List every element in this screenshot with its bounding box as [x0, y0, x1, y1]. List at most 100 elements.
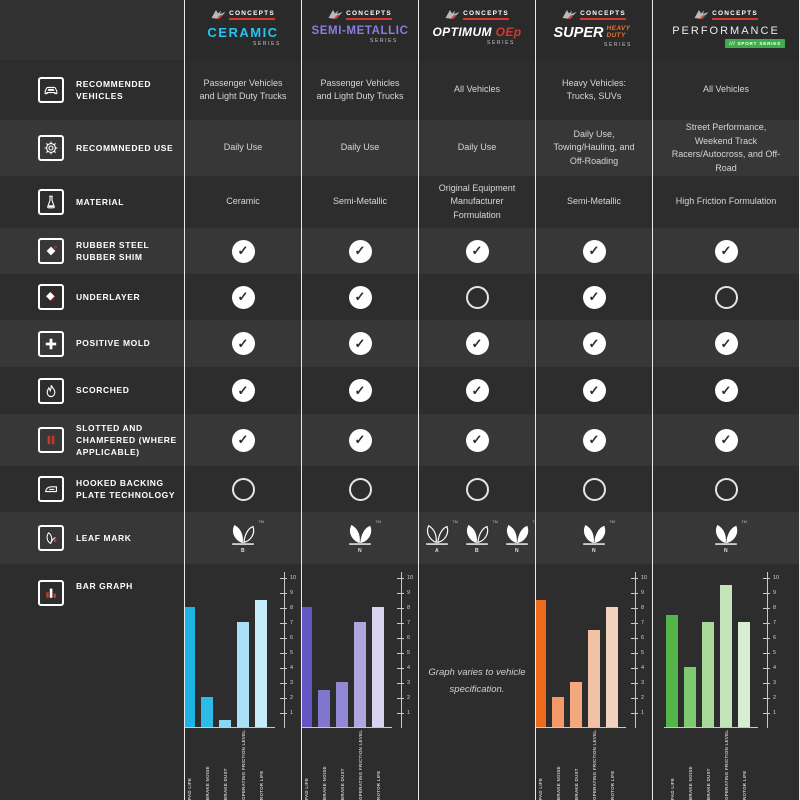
car-icon — [38, 77, 64, 103]
r1-eagle-icon — [328, 10, 343, 19]
check-icon: ✓ — [231, 239, 255, 263]
cell-text: High Friction Formulation — [675, 196, 777, 207]
tm-mark: TM — [258, 519, 264, 524]
y-tick: 1 — [763, 710, 776, 716]
check-icon: ✓ — [465, 379, 489, 402]
cell-text: Daily Use — [223, 142, 263, 153]
leaf-mark-b: TM B — [228, 519, 264, 554]
leaf-mark-letter: N — [514, 548, 520, 554]
row-label-text: UNDERLAYER — [76, 291, 141, 302]
cell-ceramic-recommneded-use: Daily Use — [184, 120, 301, 176]
cell-performance-recommended-vehicles: All Vehicles — [652, 60, 800, 120]
cell-text: Heavy Vehicles: Trucks, SUVs — [561, 77, 627, 102]
sport-series-badge: ///SPORT SERIES — [725, 39, 785, 48]
column-header-super-heavy-duty: CONCEPTS SUPER HEAVY DUTY SERIES — [535, 0, 652, 60]
y-tick: 7 — [763, 620, 776, 626]
cell-text: Semi-Metallic — [332, 196, 387, 207]
cell-semi-metallic-leaf-mark: TM N — [301, 512, 418, 564]
cell-semi-metallic-rubber-steel-rubber-shim: ✓ — [301, 228, 418, 274]
r1-concepts-logo: CONCEPTS — [694, 9, 758, 20]
row-label-rubber-steel-rubber-shim: RUBBER STEEL RUBBER SHIM — [0, 228, 184, 274]
series-sub: SERIES — [604, 42, 632, 48]
check-icon: ✓ — [582, 379, 606, 402]
y-tick: 9 — [631, 590, 644, 596]
row-label-positive-mold: POSITIVE MOLD — [0, 320, 184, 367]
bar-operating-friction-level — [353, 622, 366, 727]
leaf-mark-letter: A — [434, 548, 440, 554]
x-axis-label: PAD LIFE — [669, 777, 675, 800]
cell-text: Daily Use — [457, 142, 497, 153]
x-axis-label: OPERATING FRICTION LEVEL — [591, 729, 597, 800]
y-tick: 1 — [280, 710, 293, 716]
y-tick: 2 — [763, 695, 776, 701]
leaf-mark-a: TM A — [422, 519, 458, 554]
r1-eagle-icon — [694, 10, 709, 19]
check-icon: ✓ — [231, 332, 255, 355]
bar-chart-semi-metallic: PAD LIFE BRAKE NOISE BRAKE DUST OPERATING F… — [301, 564, 418, 800]
cell-optimum-oep-underlayer — [418, 274, 535, 320]
y-tick: 3 — [763, 680, 776, 686]
row-label-recommneded-use: RECOMMNEDED USE — [0, 120, 184, 176]
column-header-optimum-oep: CONCEPTS OPTIMUM OEp SERIES — [418, 0, 535, 60]
cell-ceramic-material: Ceramic — [184, 176, 301, 228]
cell-optimum-oep-recommneded-use: Daily Use — [418, 120, 535, 176]
brand-underline — [346, 17, 392, 20]
series-sub: SERIES — [487, 40, 515, 46]
cell-ceramic-hooked-backing-plate-technology — [184, 466, 301, 512]
gear-icon — [38, 135, 64, 161]
x-axis-label: OPERATING FRICTION LEVEL — [723, 729, 729, 800]
leaf-mark-letter: B — [240, 548, 246, 554]
bar-brake-dust — [218, 719, 231, 727]
y-tick: 10 — [763, 575, 779, 581]
row-label-text: RECOMMENDED VEHICLES — [76, 78, 152, 101]
check-icon: ✓ — [582, 332, 606, 355]
bar-operating-friction-level — [236, 622, 249, 727]
row-label-text: SLOTTED AND CHAMFERED (WHERE APPLICABLE) — [76, 422, 177, 458]
x-axis-label: BRAKE NOISE — [321, 766, 327, 800]
cell-optimum-oep-recommended-vehicles: All Vehicles — [418, 60, 535, 120]
bar-rotor-life — [254, 599, 267, 727]
chart-note: Graph varies to vehicle specification. — [428, 667, 526, 695]
y-tick: 2 — [397, 695, 410, 701]
leaf-mark-b: TM B — [462, 519, 498, 554]
row-label-text: RECOMMNEDED USE — [76, 142, 174, 153]
row-label-recommended-vehicles: RECOMMENDED VEHICLES — [0, 60, 184, 120]
leaf-mark-letter: B — [474, 548, 480, 554]
y-tick: 9 — [763, 590, 776, 596]
y-tick: 4 — [397, 665, 410, 671]
check-icon: ✓ — [465, 332, 489, 355]
empty-circle-icon — [348, 477, 372, 501]
bar-rotor-life — [371, 607, 384, 727]
cell-optimum-oep-leaf-mark: TM A TM B TM N — [418, 512, 535, 564]
brand-name: CONCEPTS — [580, 10, 626, 20]
cell-performance-hooked-backing-plate-technology — [652, 466, 800, 512]
check-icon: ✓ — [714, 428, 738, 452]
y-tick: 10 — [631, 575, 647, 581]
bar-brake-noise — [200, 697, 213, 727]
brand-underline — [463, 17, 509, 20]
leaf-mark-n: TM N — [502, 519, 535, 554]
check-icon: ✓ — [582, 428, 606, 452]
x-axis-label: ROTOR LIFE — [741, 770, 747, 800]
cell-semi-metallic-material: Semi-Metallic — [301, 176, 418, 228]
bar-brake-noise — [551, 697, 564, 727]
tm-mark: TM — [452, 519, 458, 524]
r1-concepts-logo: CONCEPTS — [328, 9, 392, 20]
cell-text: Passenger Vehicles and Light Duty Trucks — [199, 77, 287, 102]
cell-super-heavy-duty-underlayer: ✓ — [535, 274, 652, 320]
check-icon: ✓ — [714, 379, 738, 402]
column-header-ceramic: CONCEPTS CERAMIC SERIES — [184, 0, 301, 60]
column-header-performance: CONCEPTS PERFORMANCE ///SPORT SERIES — [652, 0, 800, 60]
check-icon: ✓ — [348, 332, 372, 355]
check-icon: ✓ — [714, 239, 738, 263]
cell-text: Original Equipment Manufacturer Formulat… — [438, 182, 516, 220]
tm-mark: TM — [609, 519, 615, 524]
leaf-mark-letter: N — [357, 548, 363, 554]
row-label-text: SCORCHED — [76, 385, 130, 396]
column-header-semi-metallic: CONCEPTS SEMI-METALLIC SERIES — [301, 0, 418, 60]
empty-circle-icon — [714, 285, 738, 309]
brand-name: CONCEPTS — [463, 10, 509, 20]
x-axis-label: PAD LIFE — [186, 777, 192, 800]
row-label-text: RUBBER STEEL RUBBER SHIM — [76, 239, 150, 262]
x-axis-label: ROTOR LIFE — [258, 770, 264, 800]
